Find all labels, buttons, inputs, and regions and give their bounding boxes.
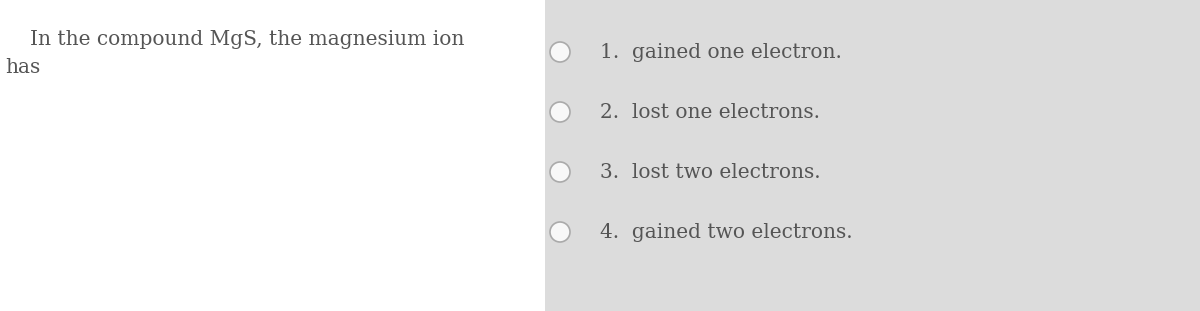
Circle shape xyxy=(550,42,570,62)
Text: 3.  lost two electrons.: 3. lost two electrons. xyxy=(600,163,821,182)
Bar xyxy=(545,0,1200,311)
Text: 4.  gained two electrons.: 4. gained two electrons. xyxy=(600,222,853,242)
Circle shape xyxy=(550,102,570,122)
Text: has: has xyxy=(5,58,41,77)
Text: 2.  lost one electrons.: 2. lost one electrons. xyxy=(600,103,820,122)
Text: In the compound MgS, the magnesium ion: In the compound MgS, the magnesium ion xyxy=(30,30,464,49)
Circle shape xyxy=(550,162,570,182)
Circle shape xyxy=(550,222,570,242)
Bar xyxy=(0,0,545,311)
Text: 1.  gained one electron.: 1. gained one electron. xyxy=(600,43,842,62)
